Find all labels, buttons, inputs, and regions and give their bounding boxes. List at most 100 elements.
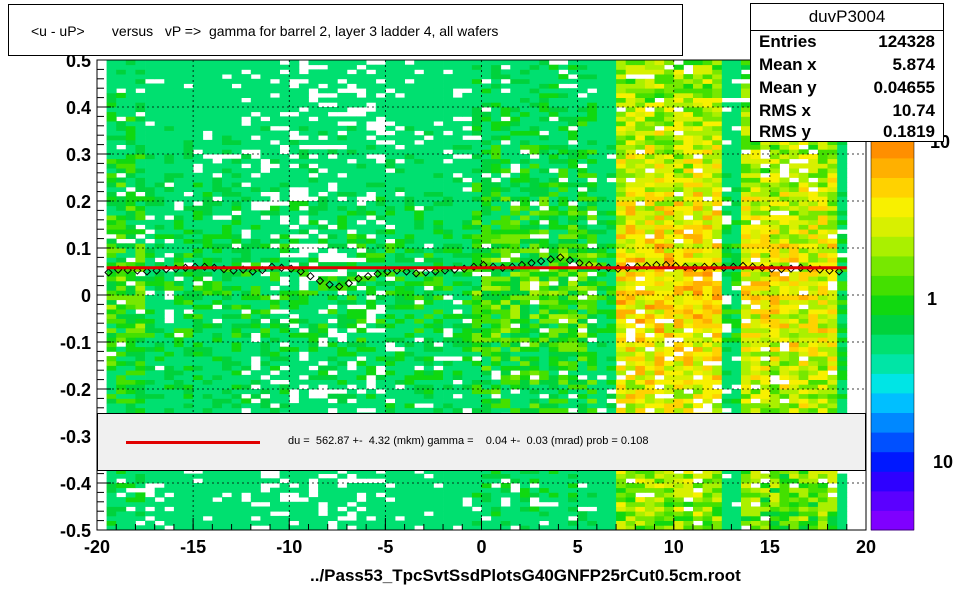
heatmap-cell xyxy=(395,506,405,512)
heatmap-cell xyxy=(270,224,280,230)
heatmap-cell xyxy=(385,337,396,343)
heatmap-cell xyxy=(548,327,559,333)
heatmap-cell xyxy=(154,102,165,108)
heatmap-cell xyxy=(298,163,309,169)
heatmap-cell xyxy=(289,69,300,75)
heatmap-cell xyxy=(616,285,627,291)
heatmap-cell xyxy=(116,285,127,291)
heatmap-cell xyxy=(568,511,578,517)
heatmap-cell xyxy=(443,97,454,103)
heatmap-cell xyxy=(164,186,175,192)
heatmap-cell xyxy=(395,262,405,268)
heatmap-cell xyxy=(606,69,617,75)
heatmap-cell xyxy=(481,69,492,75)
heatmap-cell xyxy=(250,511,261,517)
heatmap-cell xyxy=(318,149,329,155)
heatmap-cell xyxy=(481,205,492,211)
heatmap-cell xyxy=(346,219,357,225)
heatmap-cell xyxy=(491,468,502,474)
heatmap-cell xyxy=(183,290,194,296)
heatmap-cell xyxy=(279,393,290,399)
heatmap-cell xyxy=(471,407,482,413)
heatmap-cell xyxy=(443,201,454,207)
heatmap-cell xyxy=(241,191,252,197)
heatmap-cell xyxy=(337,215,348,221)
heatmap-cell xyxy=(423,290,434,296)
heatmap-cell xyxy=(539,64,550,70)
heatmap-cell xyxy=(558,360,569,366)
heatmap-cell xyxy=(183,332,194,338)
heatmap-cell xyxy=(231,515,242,521)
heatmap-cell xyxy=(279,83,290,89)
heatmap-cell xyxy=(106,360,117,366)
heatmap-cell xyxy=(443,276,454,282)
heatmap-cell xyxy=(529,205,540,211)
heatmap-cell xyxy=(414,121,425,127)
heatmap-cell xyxy=(385,78,396,84)
heatmap-cell xyxy=(241,501,252,507)
heatmap-cell xyxy=(241,215,252,221)
heatmap-cell xyxy=(308,520,319,526)
heatmap-cell xyxy=(193,370,204,376)
heatmap-cell xyxy=(443,403,454,409)
heatmap-cell xyxy=(491,478,502,484)
heatmap-cell xyxy=(404,520,415,526)
heatmap-cell xyxy=(231,158,242,164)
heatmap-cell xyxy=(375,144,386,150)
heatmap-cell xyxy=(616,252,627,258)
heatmap-cell xyxy=(404,337,415,343)
heatmap-cell xyxy=(260,257,271,263)
heatmap-cell xyxy=(414,238,425,244)
heatmap-cell xyxy=(385,60,396,66)
heatmap-cell xyxy=(558,154,569,160)
heatmap-cell xyxy=(337,201,348,207)
heatmap-cell xyxy=(385,511,396,517)
heatmap-cell xyxy=(635,182,646,188)
heatmap-cell xyxy=(423,276,434,282)
heatmap-cell xyxy=(289,374,300,380)
heatmap-cell xyxy=(625,313,636,319)
heatmap-cell xyxy=(106,478,117,484)
heatmap-cell xyxy=(616,158,627,164)
heatmap-cell xyxy=(596,266,607,272)
heatmap-cell xyxy=(481,186,492,192)
heatmap-cell xyxy=(443,215,454,221)
heatmap-cell xyxy=(548,238,559,244)
heatmap-cell xyxy=(404,374,415,380)
heatmap-cell xyxy=(481,313,492,319)
heatmap-cell xyxy=(250,191,261,197)
heatmap-cell xyxy=(106,83,117,89)
heatmap-cell xyxy=(222,280,232,286)
heatmap-cell xyxy=(500,304,511,310)
heatmap-cell xyxy=(587,201,598,207)
heatmap-cell xyxy=(433,351,444,357)
heatmap-cell xyxy=(395,186,405,192)
heatmap-cell xyxy=(491,304,502,310)
heatmap-cell xyxy=(346,506,357,512)
heatmap-cell xyxy=(443,313,454,319)
heatmap-cell xyxy=(500,318,511,324)
heatmap-cell xyxy=(125,497,136,503)
heatmap-cell xyxy=(318,346,329,352)
heatmap-cell xyxy=(135,92,146,98)
heatmap-cell xyxy=(433,478,444,484)
heatmap-cell xyxy=(135,313,146,319)
heatmap-cell xyxy=(644,83,655,89)
heatmap-cell xyxy=(385,473,396,479)
heatmap-cell xyxy=(395,478,405,484)
heatmap-cell xyxy=(558,139,569,145)
heatmap-cell xyxy=(423,238,434,244)
heatmap-cell xyxy=(568,107,578,113)
heatmap-cell xyxy=(443,483,454,489)
heatmap-cell xyxy=(231,487,242,493)
heatmap-cell xyxy=(606,478,617,484)
heatmap-cell xyxy=(500,224,511,230)
heatmap-cell xyxy=(539,318,550,324)
heatmap-cell xyxy=(279,262,290,268)
heatmap-cell xyxy=(298,360,309,366)
heatmap-cell xyxy=(616,210,627,216)
heatmap-cell xyxy=(548,158,559,164)
heatmap-cell xyxy=(520,229,530,235)
heatmap-cell xyxy=(471,121,482,127)
heatmap-cell xyxy=(481,158,492,164)
